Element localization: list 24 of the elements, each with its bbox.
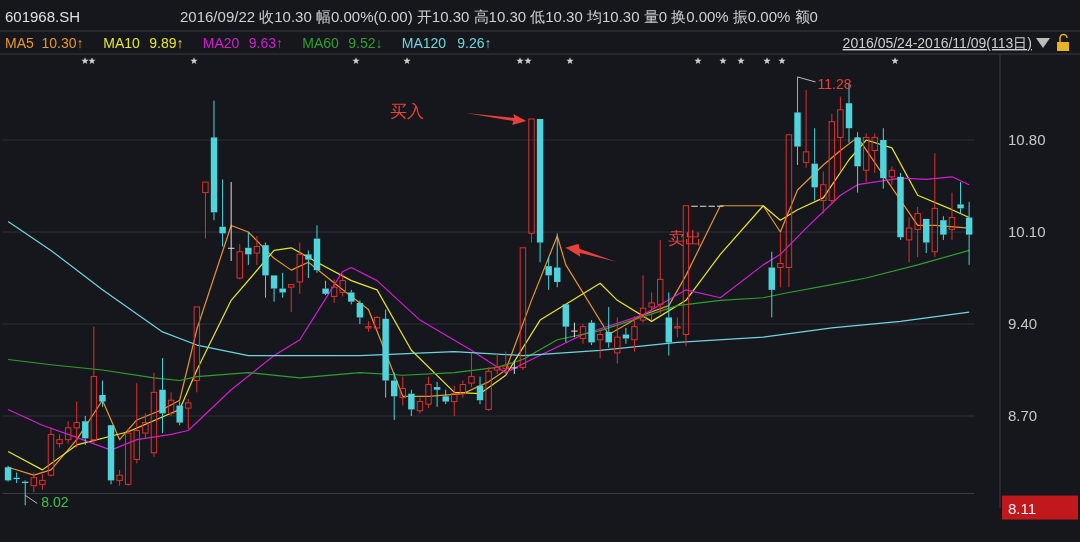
- text: 9.26↑: [457, 35, 492, 51]
- annotation: 11.28: [817, 75, 852, 92]
- text: 2016/05/24-2016/11/09(113日): [842, 35, 1032, 51]
- line-series: [7, 176, 970, 451]
- text: MA20: [202, 35, 240, 51]
- ref-line-label: 8.11: [1008, 499, 1037, 517]
- annotation: 买入: [390, 102, 424, 121]
- line-series: [7, 249, 970, 382]
- text: MA5: [5, 35, 34, 51]
- chart-title: 601968.SH: [5, 8, 81, 25]
- y-tick-label: 10.10: [1008, 223, 1046, 241]
- text: 10.30↑: [41, 35, 84, 51]
- text: MA10: [103, 35, 141, 51]
- text: MA60: [302, 35, 340, 51]
- text: MA120: [401, 35, 447, 51]
- y-tick-label: 9.40: [1008, 315, 1038, 333]
- y-tick-label: 10.80: [1008, 131, 1046, 149]
- text: 9.89↑: [149, 35, 184, 51]
- line-series: [7, 220, 970, 357]
- chart-subtitle: 2016/09/22 收10.30 幅0.00%(0.00) 开10.30 高10.30 低10.30 均10.30 量0 换0.00% 振0.00% 额0: [180, 8, 818, 25]
- annotation: 8.02: [41, 494, 69, 511]
- text: 9.63↑: [248, 35, 284, 51]
- y-tick-label: 8.70: [1008, 407, 1038, 425]
- text: 9.52↓: [348, 35, 383, 51]
